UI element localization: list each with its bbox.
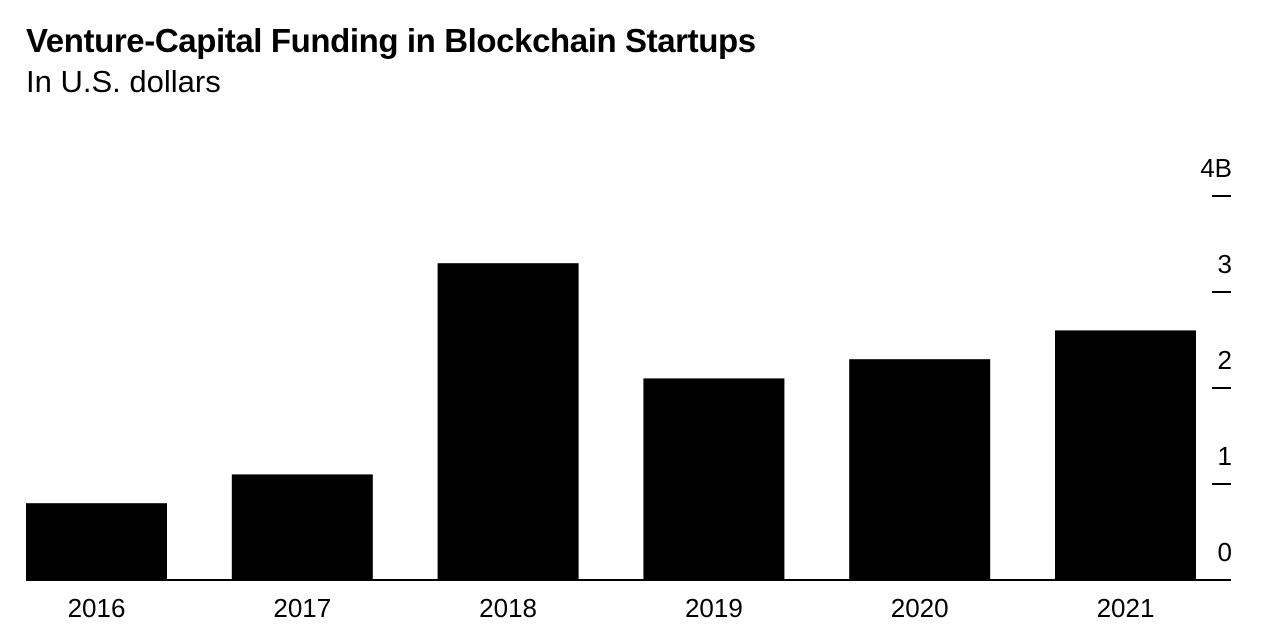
y-tick-label-2: 2	[1218, 345, 1232, 375]
bar-2017	[231, 474, 373, 580]
y-tick-label-3: 3	[1218, 249, 1232, 279]
y-tick-label-0: 0	[1218, 537, 1232, 567]
chart-title: Venture-Capital Funding in Blockchain St…	[26, 22, 756, 59]
y-tick-label-1: 1	[1218, 441, 1232, 471]
x-tick-label-2017: 2017	[273, 593, 331, 623]
bar-2021	[1055, 330, 1196, 580]
bar-2018	[437, 263, 579, 580]
chart-header: Venture-Capital Funding in Blockchain St…	[26, 20, 756, 102]
x-tick-label-2020: 2020	[891, 593, 949, 623]
x-tick-label-2018: 2018	[479, 593, 537, 623]
x-tick-label-2019: 2019	[685, 593, 743, 623]
bar-2016	[26, 503, 167, 580]
bar-2019	[643, 378, 785, 580]
bar-2020	[849, 359, 991, 580]
x-axis-labels: 2016 2017 2018 2019 2020 2021	[68, 593, 1155, 623]
y-tick-label-4: 4B	[1200, 153, 1232, 183]
x-tick-label-2021: 2021	[1097, 593, 1155, 623]
x-tick-label-2016: 2016	[68, 593, 126, 623]
y-axis: 0 1 2 3 4B	[1200, 153, 1232, 567]
bars-group	[26, 263, 1196, 580]
chart-subtitle: In U.S. dollars	[26, 64, 221, 99]
